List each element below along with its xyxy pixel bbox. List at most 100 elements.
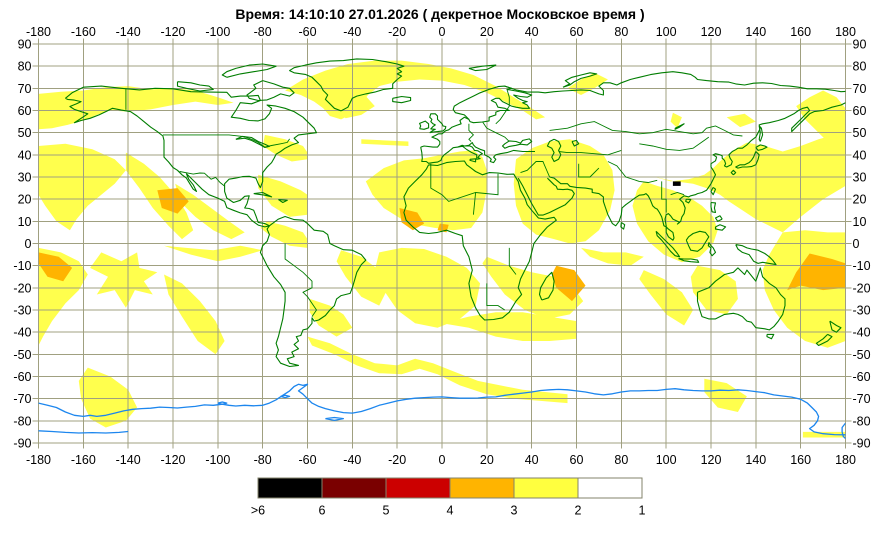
lat-tick-label-left: -40	[13, 326, 31, 340]
country-border-path	[607, 161, 658, 183]
coverage-zone-level2	[258, 174, 308, 217]
antarctica-coast-path	[280, 394, 291, 399]
coverage-zone-level2	[164, 274, 225, 355]
lon-tick-label-top: -20	[388, 25, 406, 39]
coverage-zone-level2	[78, 367, 138, 428]
lat-tick-label-right: -80	[853, 414, 871, 428]
lon-tick-label-bottom: 140	[745, 453, 766, 467]
coastline-path	[696, 267, 786, 331]
coastline-path	[674, 123, 685, 130]
country-border-path	[495, 89, 510, 125]
lon-tick-label-bottom: 180	[835, 453, 856, 467]
coastline-path	[714, 215, 723, 222]
coastline-path	[829, 320, 842, 333]
lat-tick-label-left: 70	[18, 82, 32, 96]
lat-tick-label-left: 50	[18, 126, 32, 140]
lat-tick-label-left: -20	[13, 281, 31, 295]
lat-tick-label-left: 20	[18, 193, 32, 207]
coastline-path	[655, 230, 681, 258]
coastline-path	[392, 95, 412, 104]
coverage-zone-level2	[567, 72, 608, 95]
lat-tick-label-left: 80	[18, 60, 32, 74]
legend-swatch	[257, 477, 323, 499]
lat-tick-label-right: -70	[853, 392, 871, 406]
lat-tick-label-left: -80	[13, 414, 31, 428]
coverage-zone-level2	[670, 112, 682, 129]
coverage-zone-level2	[655, 133, 846, 233]
lat-tick-label-right: -90	[853, 437, 871, 451]
coastline-path	[469, 158, 477, 163]
coastline-path	[65, 85, 318, 228]
lat-tick-label-right: 0	[853, 237, 860, 251]
coastline-path	[246, 80, 295, 102]
lat-tick-label-right: 90	[853, 38, 867, 52]
lat-tick-label-left: -60	[13, 370, 31, 384]
coastline-path	[289, 58, 405, 112]
lon-tick-label-bottom: -120	[160, 453, 185, 467]
coverage-zone-level2	[260, 221, 308, 248]
lon-tick-label-top: 100	[656, 25, 677, 39]
country-border-path	[468, 123, 475, 142]
coastline-path	[735, 151, 760, 169]
country-border-path	[558, 149, 622, 156]
lon-tick-label-bottom: 0	[439, 453, 446, 467]
coverage-zone-level4	[399, 208, 425, 231]
coastline-path	[253, 191, 273, 198]
coastline-path	[620, 221, 626, 230]
coastline-path	[221, 63, 277, 78]
lon-tick-label-bottom: -20	[388, 453, 406, 467]
coverage-zone-level2	[726, 113, 756, 128]
coastline-path	[766, 333, 775, 340]
lat-tick-label-right: 60	[853, 104, 867, 118]
legend-value-label: 5	[383, 504, 390, 518]
lat-tick-label-left: 10	[18, 215, 32, 229]
lon-tick-label-top: 160	[790, 25, 811, 39]
lon-tick-label-bottom: 40	[525, 453, 539, 467]
lat-tick-label-right: 10	[853, 215, 867, 229]
coastline-path	[501, 138, 533, 149]
coastline-path	[420, 142, 535, 164]
legend-swatch	[385, 477, 451, 499]
legend-value-label: 6	[319, 504, 326, 518]
lat-tick-label-left: -30	[13, 304, 31, 318]
lon-tick-label-bottom: -80	[254, 453, 272, 467]
coverage-zone-level2	[338, 96, 375, 119]
lon-tick-label-top: -40	[343, 25, 361, 39]
lat-tick-label-right: 30	[853, 171, 867, 185]
lat-tick-label-left: -70	[13, 392, 31, 406]
coverage-zone-level2	[307, 336, 568, 404]
lon-tick-label-top: 120	[701, 25, 722, 39]
coverage-zone-level2	[164, 245, 263, 262]
coastline-path	[278, 199, 288, 204]
coverage-zone-level2	[802, 431, 846, 438]
lon-tick-label-bottom: -40	[343, 453, 361, 467]
lat-tick-label-right: 40	[853, 148, 867, 162]
country-border-path	[670, 192, 685, 196]
lon-tick-label-top: -60	[298, 25, 316, 39]
lon-tick-label-bottom: -160	[71, 453, 96, 467]
coastline-path	[678, 258, 700, 263]
coastline-path	[758, 125, 764, 142]
country-border-path	[162, 134, 290, 148]
coastline-path	[685, 230, 710, 252]
lon-tick-label-top: 80	[614, 25, 628, 39]
lon-tick-label-bottom: -100	[205, 453, 230, 467]
coverage-zone-level2	[442, 312, 577, 341]
legend-swatch	[513, 477, 579, 499]
country-border-path	[430, 163, 499, 202]
lon-tick-label-bottom: -140	[116, 453, 141, 467]
coverage-zone-level2	[90, 252, 158, 308]
lon-tick-label-bottom: -180	[26, 453, 51, 467]
country-border-path	[661, 181, 667, 213]
coastline-path	[710, 186, 717, 196]
coastline-path	[517, 177, 575, 216]
antarctica-coast-path	[325, 416, 345, 422]
graticule-grid	[32, 38, 852, 449]
antarctica-layer	[38, 383, 846, 440]
lat-tick-label-left: 90	[18, 38, 32, 52]
lon-tick-label-top: -80	[254, 25, 272, 39]
coverage-zone-level2	[361, 139, 409, 146]
coverage-layer	[38, 60, 846, 438]
coverage-zone-level2	[175, 183, 245, 240]
